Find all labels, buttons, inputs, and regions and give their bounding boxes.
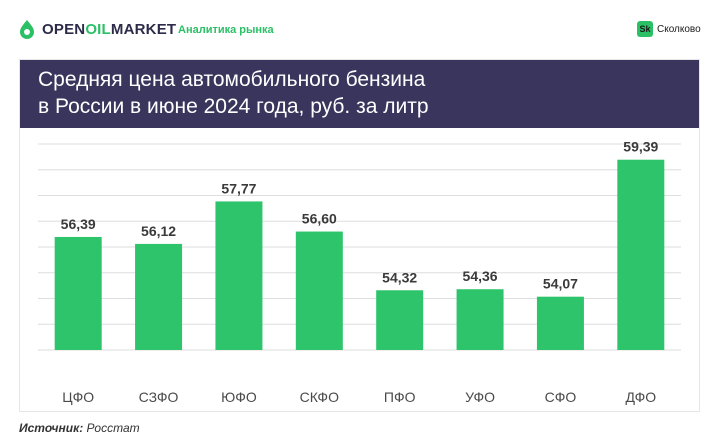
bar-5 <box>376 290 424 350</box>
x-tick-label: СФО <box>545 389 577 405</box>
chart-title-line-2: в России в июне 2024 года, руб. за литр <box>38 95 429 118</box>
bar-3 <box>215 201 263 350</box>
data-label: 59,39 <box>623 139 658 155</box>
skolkovo-badge-icon: Sk <box>637 21 653 37</box>
x-tick-label: ПФО <box>384 389 416 405</box>
partner-name: Сколково <box>657 23 701 35</box>
source-label: Источник: <box>19 421 84 435</box>
x-tick-label: ЮФО <box>221 389 257 405</box>
bar-chart: 56,39 ЦФО 56,12 СЗФО 57,77 ЮФО 56,60 СКФО 54,32 П… <box>38 139 681 405</box>
data-label: 54,36 <box>463 268 498 284</box>
data-label: 57,77 <box>221 180 256 196</box>
brand-name-part1: OPEN <box>42 20 86 38</box>
x-tick-label: СЗФО <box>139 389 179 405</box>
chart-card: Средняя цена автомобильного бензина в Ро… <box>19 59 700 412</box>
x-tick-label: ДФО <box>625 389 656 405</box>
brand-name: OPENOILMARKET <box>42 21 176 38</box>
chart-title: Средняя цена автомобильного бензина в Ро… <box>38 66 678 120</box>
partner-logo[interactable]: Sk Сколково <box>637 21 701 37</box>
data-label: 56,12 <box>141 223 176 239</box>
bar-6 <box>456 289 504 350</box>
bar-2 <box>135 243 183 350</box>
bar-4 <box>295 231 343 350</box>
header: OPENOILMARKET Аналитика рынка Sk Сколков… <box>0 0 720 56</box>
chart-title-banner: Средняя цена автомобильного бензина в Ро… <box>20 60 699 128</box>
chart-title-line-1: Средняя цена автомобильного бензина <box>38 68 426 91</box>
oil-drop-icon <box>20 20 34 39</box>
source-note: Источник: Росстат <box>19 421 140 435</box>
data-label: 56,60 <box>302 211 337 227</box>
header-subtitle: Аналитика рынка <box>178 24 274 36</box>
source-value: Росстат <box>86 421 140 435</box>
x-tick-label: ЦФО <box>62 389 94 405</box>
brand-name-part2: OIL <box>85 20 111 38</box>
bar-7 <box>536 296 584 350</box>
bar-8 <box>617 159 665 350</box>
bar-1 <box>54 236 102 350</box>
brand-logo[interactable]: OPENOILMARKET <box>16 17 176 41</box>
brand-name-part3: MARKET <box>110 20 177 38</box>
data-label: 56,39 <box>61 216 96 232</box>
x-tick-label: УФО <box>465 389 495 405</box>
x-tick-label: СКФО <box>300 389 339 405</box>
data-label: 54,32 <box>382 269 417 285</box>
data-label: 54,07 <box>543 276 578 292</box>
